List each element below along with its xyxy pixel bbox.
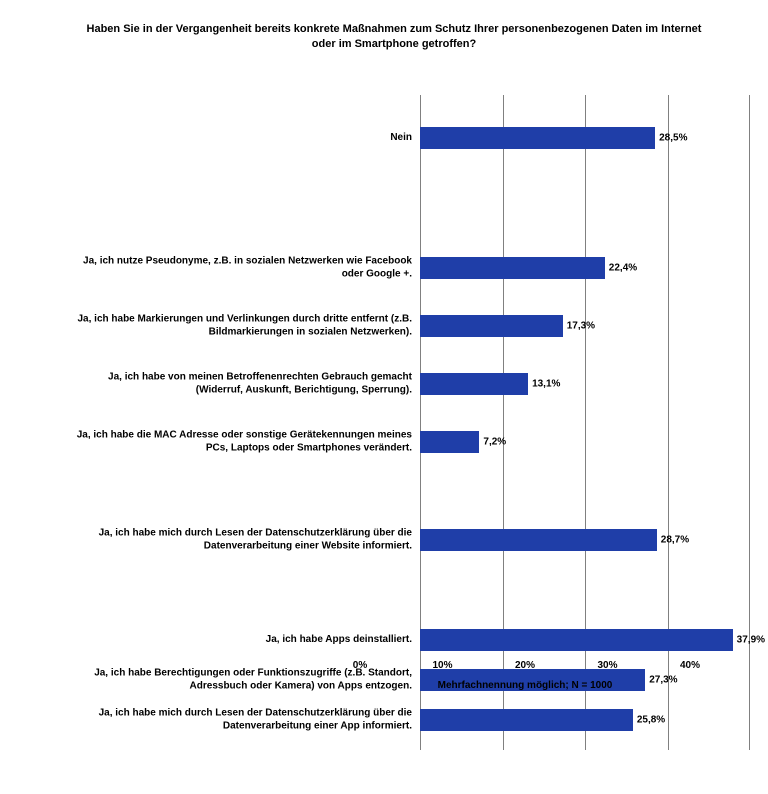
bar (420, 709, 633, 731)
x-tick-label: 30% (597, 660, 617, 671)
bar (420, 257, 605, 279)
category-label: Nein (60, 132, 412, 145)
category-label: Ja, ich habe Markierungen und Verlinkung… (60, 314, 412, 339)
category-label: Ja, ich habe von meinen Betroffenenrecht… (60, 372, 412, 397)
gridline (668, 95, 669, 750)
plot-area: Nein Ja, ich nutze Pseudonyme, z.B. in so… (60, 95, 750, 750)
bar (420, 373, 528, 395)
category-label: Ja, ich habe mich durch Lesen der Datens… (60, 708, 412, 733)
category-label: Ja, ich habe Apps deinstalliert. (60, 634, 412, 647)
bar (420, 629, 733, 651)
chart-area: 28,5%22,4%17,3%13,1%7,2%28,7%37,9%27,3%2… (420, 95, 750, 750)
gridline (420, 95, 421, 750)
value-label: 28,5% (659, 133, 687, 144)
gridline (503, 95, 504, 750)
category-label: Ja, ich nutze Pseudonyme, z.B. in sozial… (60, 256, 412, 281)
value-label: 7,2% (483, 437, 506, 448)
bar (420, 529, 657, 551)
value-label: 37,9% (737, 635, 765, 646)
y-axis-labels: Nein Ja, ich nutze Pseudonyme, z.B. in so… (60, 95, 420, 750)
category-label: Ja, ich habe die MAC Adresse oder sonsti… (60, 430, 412, 455)
x-tick-label: 20% (515, 660, 535, 671)
x-tick-label: 0% (353, 660, 367, 671)
x-tick-label: 40% (680, 660, 700, 671)
bar (420, 127, 655, 149)
x-tick-label: 10% (432, 660, 452, 671)
bar (420, 315, 563, 337)
chart-title: Haben Sie in der Vergangenheit bereits k… (80, 22, 708, 53)
chart-caption: Mehrfachnennung möglich; N = 1000 (360, 680, 690, 691)
value-label: 22,4% (609, 263, 637, 274)
x-axis-ticks: 0%10%20%30%40% (360, 660, 690, 680)
value-label: 17,3% (567, 321, 595, 332)
category-label: Ja, ich habe mich durch Lesen der Datens… (60, 528, 412, 553)
value-label: 25,8% (637, 715, 665, 726)
value-label: 13,1% (532, 379, 560, 390)
bar (420, 431, 479, 453)
gridline (585, 95, 586, 750)
value-label: 28,7% (661, 535, 689, 546)
